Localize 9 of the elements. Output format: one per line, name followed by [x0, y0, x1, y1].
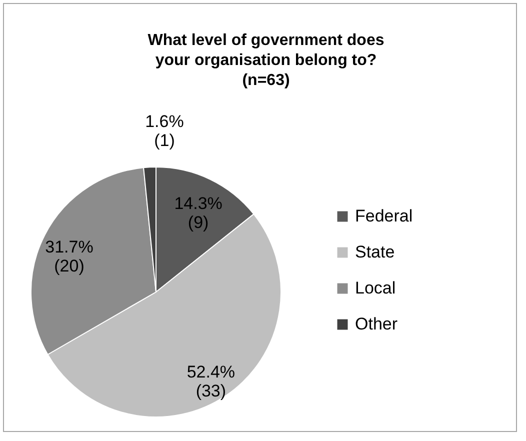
data-label: 1.6% (1): [145, 112, 184, 150]
legend-label: Federal: [355, 206, 413, 226]
data-label: 14.3% (9): [174, 194, 222, 232]
chart-title: What level of government does your organisation belong to? (n=63): [148, 32, 384, 89]
legend-label: State: [355, 242, 395, 262]
data-label: 31.7% (20): [45, 238, 94, 276]
legend-label: Other: [355, 314, 398, 334]
data-label: 52.4% (33): [186, 362, 236, 401]
legend-label: Local: [355, 278, 396, 298]
